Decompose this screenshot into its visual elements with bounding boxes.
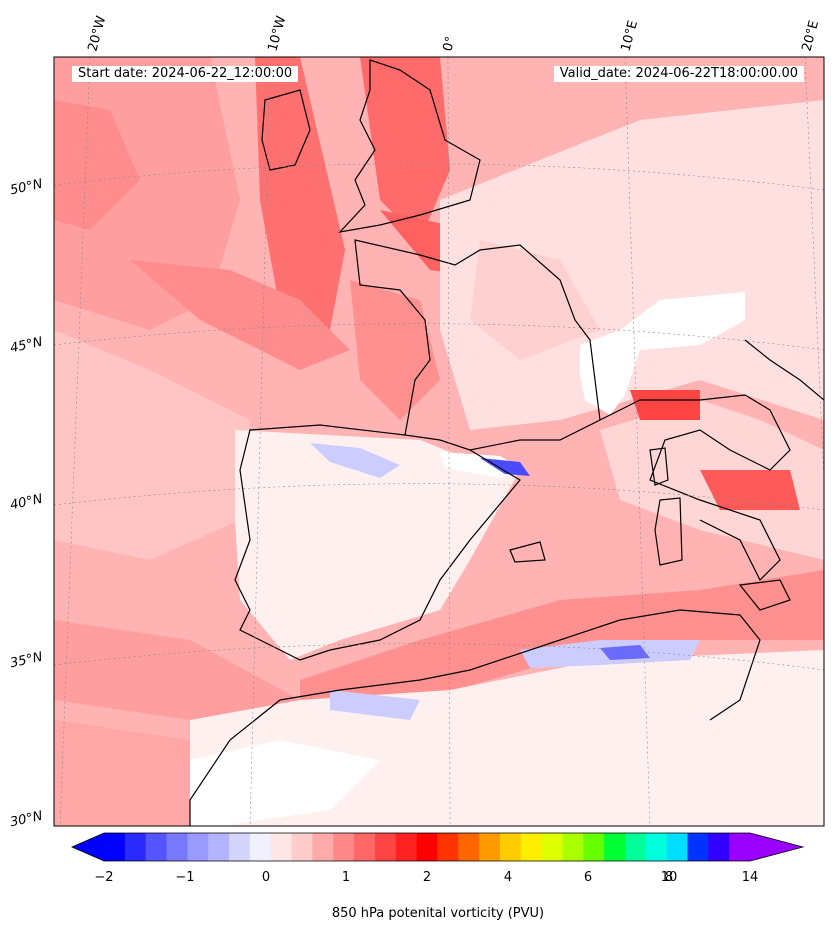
colorbar-swatch — [729, 833, 751, 861]
colorbar-swatch — [124, 833, 147, 861]
colorbar-swatch — [249, 833, 272, 861]
colorbar-extend-max — [750, 833, 803, 861]
colorbar-swatch — [520, 833, 543, 861]
colorbar-tick: 14 — [741, 870, 759, 885]
colorbar-swatch — [604, 833, 626, 861]
colorbar-tick: 4 — [503, 870, 513, 885]
colorbar-label: 850 hPa potenital vorticity (PVU) — [331, 906, 545, 921]
start-date-label: Start date: 2024-06-22_12:00:00 — [72, 66, 299, 82]
colorbar-swatch — [104, 833, 126, 861]
colorbar-extend-min — [72, 833, 104, 861]
colorbar-tick: −2 — [94, 870, 114, 885]
colorbar-tick: 2 — [422, 870, 432, 885]
colorbar-tick: 1 — [341, 870, 351, 885]
colorbar-swatch — [395, 833, 418, 861]
colorbar-swatch — [624, 833, 647, 861]
colorbar-swatch — [333, 833, 355, 861]
colorbar-tick: 8 — [664, 870, 674, 885]
coastlines — [189, 59, 824, 826]
colorbar-swatch — [458, 833, 480, 861]
colorbar-tick: 10 — [660, 870, 678, 885]
colorbar-tick: −1 — [175, 870, 195, 885]
colorbar-tick: 0 — [261, 870, 271, 885]
colorbar-swatch — [541, 833, 563, 861]
colorbar-tick: 6 — [583, 870, 593, 885]
colorbar-swatch — [354, 833, 376, 861]
colorbar — [71, 832, 805, 862]
colorbar-swatch — [666, 833, 688, 861]
colorbar-swatch — [479, 833, 501, 861]
colorbar-swatch — [562, 833, 584, 861]
colorbar-swatch — [270, 833, 293, 861]
colorbar-swatch — [687, 833, 709, 861]
pv-field — [54, 57, 824, 826]
colorbar-swatch — [166, 833, 188, 861]
colorbar-outline — [71, 832, 805, 862]
colorbar-swatch — [145, 833, 168, 861]
colorbar-swatch — [583, 833, 605, 861]
colorbar-swatch — [645, 833, 668, 861]
colorbar-swatch — [374, 833, 397, 861]
valid-date-label: Valid_date: 2024-06-22T18:00:00.00 — [553, 66, 804, 82]
map-frame — [53, 56, 825, 827]
graticule-lines — [54, 57, 824, 826]
colorbar-swatch — [187, 833, 209, 861]
colorbar-swatch — [708, 833, 730, 861]
colorbar-swatch — [208, 833, 230, 861]
colorbar-swatch — [229, 833, 251, 861]
colorbar-swatch — [499, 833, 522, 861]
colorbar-swatch — [416, 833, 438, 861]
colorbar-swatch — [312, 833, 334, 861]
colorbar-swatch — [291, 833, 313, 861]
colorbar-swatch — [437, 833, 459, 861]
